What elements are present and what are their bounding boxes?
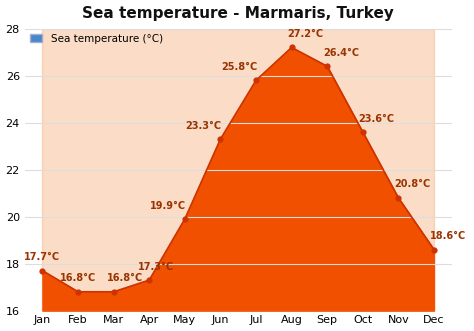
Point bbox=[39, 268, 46, 273]
Point bbox=[110, 289, 118, 295]
Text: 27.2°C: 27.2°C bbox=[287, 29, 324, 39]
Text: 23.6°C: 23.6°C bbox=[359, 114, 395, 124]
Point bbox=[74, 289, 82, 295]
Text: 20.8°C: 20.8°C bbox=[394, 179, 430, 189]
Point bbox=[181, 216, 189, 222]
Point bbox=[217, 136, 224, 142]
Point bbox=[430, 247, 438, 252]
Text: 26.4°C: 26.4°C bbox=[323, 48, 359, 58]
Text: 17.7°C: 17.7°C bbox=[24, 252, 61, 262]
Text: 19.9°C: 19.9°C bbox=[150, 201, 186, 211]
Point bbox=[359, 129, 366, 135]
Point bbox=[252, 78, 260, 83]
Point bbox=[146, 277, 153, 283]
Point bbox=[394, 195, 402, 201]
Text: 16.8°C: 16.8°C bbox=[60, 273, 96, 283]
Text: 25.8°C: 25.8°C bbox=[221, 62, 257, 72]
Text: 18.6°C: 18.6°C bbox=[430, 231, 466, 241]
Point bbox=[323, 64, 331, 69]
Text: 17.3°C: 17.3°C bbox=[138, 262, 174, 272]
Text: 23.3°C: 23.3°C bbox=[186, 121, 222, 131]
Legend: Sea temperature (°C): Sea temperature (°C) bbox=[30, 34, 163, 44]
Text: 16.8°C: 16.8°C bbox=[107, 273, 143, 283]
Title: Sea temperature - Marmaris, Turkey: Sea temperature - Marmaris, Turkey bbox=[82, 6, 394, 21]
Point bbox=[288, 45, 295, 50]
